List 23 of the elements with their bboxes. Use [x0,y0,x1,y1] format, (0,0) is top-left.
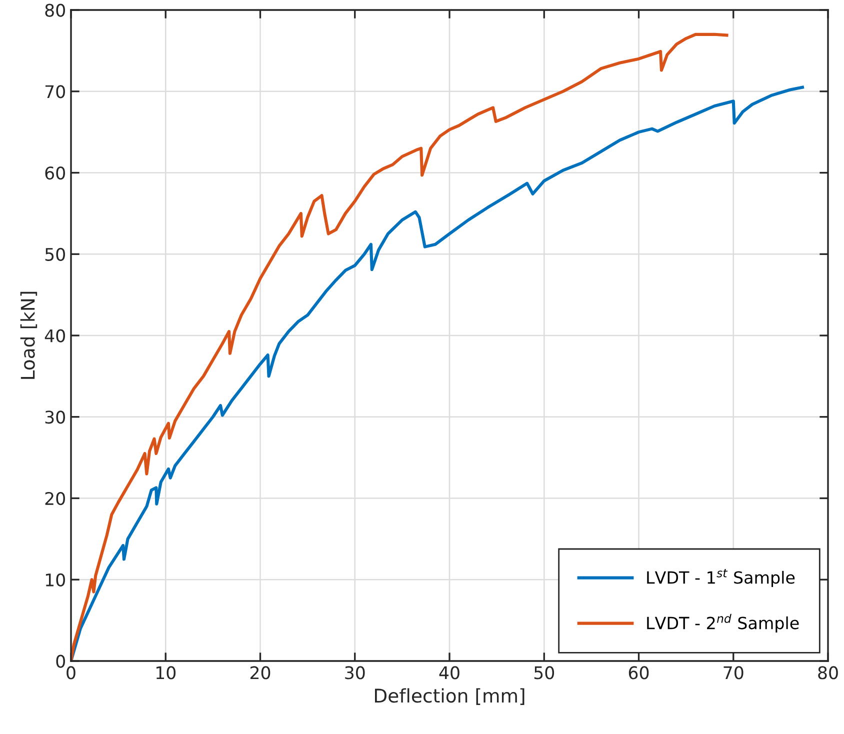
x-tick-label: 20 [250,666,270,680]
x-tick-label: 70 [724,666,744,680]
line-series [71,86,804,661]
y-tick-label: 80 [45,4,65,17]
x-tick-label: 0 [66,666,76,680]
y-axis-title: Load [kN] [20,292,38,379]
x-axis-title: Deflection [mm] [375,688,524,705]
legend-label: LVDT - 2$^{nd}$ Sample [647,614,799,633]
y-tick-label: 0 [56,654,65,668]
y-tick-label: 70 [45,85,65,98]
x-tick-label: 80 [818,666,838,680]
x-tick-label: 60 [628,666,649,680]
y-tick-label: 10 [46,573,65,586]
x-tick-label: 30 [345,666,365,680]
y-tick-label: 30 [45,410,65,424]
legend-label: LVDT - 1$^{st}$ Sample [647,569,795,588]
y-tick-label: 50 [45,248,65,261]
y-tick-label: 40 [44,329,65,342]
x-tick-label: 10 [156,666,176,680]
x-tick-label: 50 [534,666,554,680]
x-tick-label: 40 [439,666,460,680]
y-tick-label: 60 [45,166,65,180]
y-tick-label: 20 [45,492,65,506]
